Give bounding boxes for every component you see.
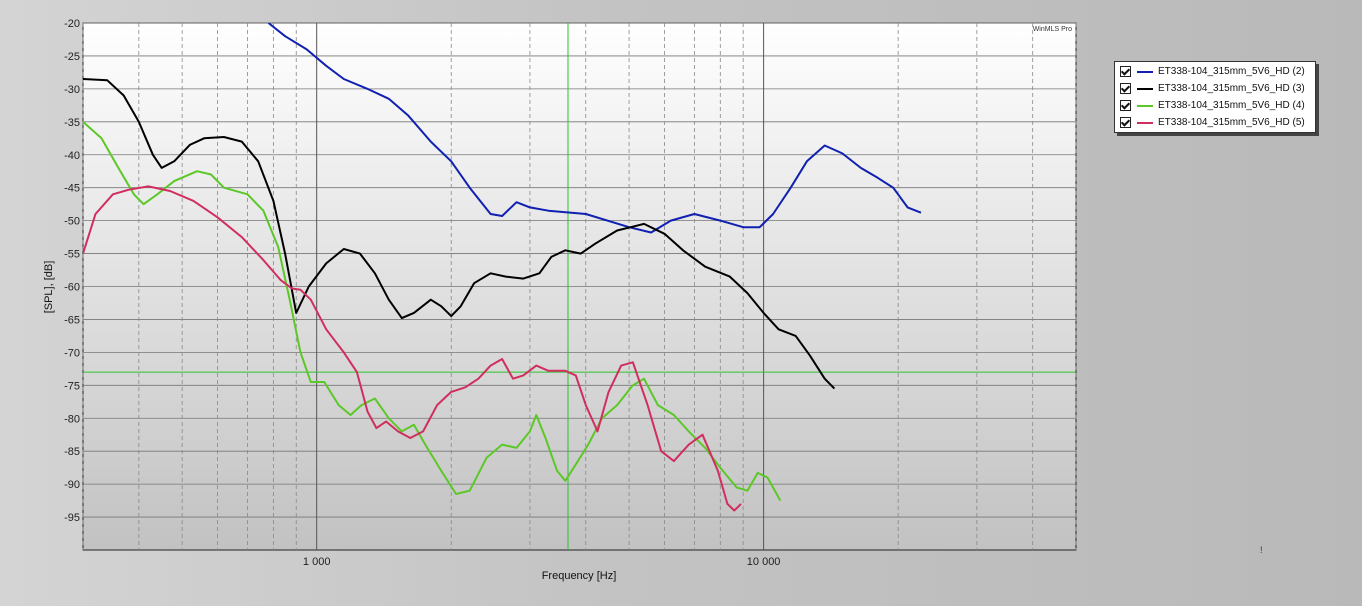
y-tick-label: -80 [64, 413, 80, 425]
legend-checkbox[interactable] [1120, 100, 1131, 111]
x-tick-label: 1 000 [303, 556, 331, 568]
legend: ET338-104_315mm_5V6_HD (2) ET338-104_315m… [1114, 61, 1316, 133]
cursor-crosshair[interactable] [83, 23, 1076, 550]
watermark-text: WinMLS Pro [1033, 26, 1072, 33]
y-tick-label: -40 [64, 150, 80, 162]
y-tick-label: -65 [64, 314, 80, 326]
y-tick-label: -50 [64, 216, 80, 228]
legend-item-3[interactable]: ET338-104_315mm_5V6_HD (4) [1115, 97, 1315, 114]
y-axis-label: [SPL], [dB] [43, 261, 55, 314]
y-tick-label: -45 [64, 183, 80, 195]
x-tick-labels: 1 000 10 000 [303, 556, 781, 568]
legend-item-1[interactable]: ET338-104_315mm_5V6_HD (2) [1115, 63, 1315, 80]
legend-swatch [1137, 87, 1153, 90]
grid [82, 22, 1077, 550]
legend-swatch [1137, 121, 1153, 124]
y-tick-label: -70 [64, 347, 80, 359]
y-tick-label: -60 [64, 282, 80, 294]
legend-checkbox[interactable] [1120, 83, 1131, 94]
legend-swatch [1137, 104, 1153, 107]
legend-label: ET338-104_315mm_5V6_HD (4) [1158, 100, 1305, 111]
y-tick-label: -85 [64, 446, 80, 458]
y-tick-label: -20 [64, 18, 80, 30]
y-tick-label: -90 [64, 479, 80, 491]
legend-checkbox[interactable] [1120, 66, 1131, 77]
cursor-marker: ! [1260, 545, 1263, 555]
legend-label: ET338-104_315mm_5V6_HD (5) [1158, 117, 1305, 128]
legend-label: ET338-104_315mm_5V6_HD (2) [1158, 66, 1305, 77]
legend-checkbox[interactable] [1120, 117, 1131, 128]
y-tick-labels: -20 -25 -30 -35 -40 -45 -50 -55 -60 -65 -70 -75 -80 -… [64, 18, 80, 524]
y-tick-label: -75 [64, 380, 80, 392]
legend-swatch [1137, 70, 1153, 73]
series-line-4 [83, 185, 742, 512]
y-tick-label: -25 [64, 51, 80, 63]
x-axis-label: Frequency [Hz] [542, 570, 617, 582]
y-tick-label: -30 [64, 84, 80, 96]
y-tick-label: -95 [64, 512, 80, 524]
legend-label: ET338-104_315mm_5V6_HD (3) [1158, 83, 1305, 94]
series-line-3 [83, 121, 782, 502]
x-tick-label: 10 000 [747, 556, 781, 568]
legend-item-4[interactable]: ET338-104_315mm_5V6_HD (5) [1115, 114, 1315, 131]
y-tick-label: -35 [64, 117, 80, 129]
series-line-2 [83, 78, 836, 390]
legend-item-2[interactable]: ET338-104_315mm_5V6_HD (3) [1115, 80, 1315, 97]
y-tick-label: -55 [64, 249, 80, 261]
series-group [83, 23, 922, 512]
series-line-1 [267, 23, 922, 234]
